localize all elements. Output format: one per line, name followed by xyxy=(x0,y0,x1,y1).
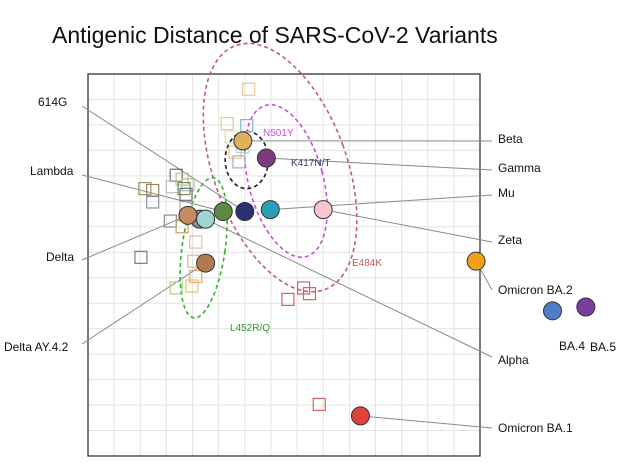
cluster-annotation: L452R/Q xyxy=(230,323,270,334)
serum-square xyxy=(169,281,183,295)
cluster-annotation: K417N/T xyxy=(291,158,330,169)
leader-line xyxy=(323,209,493,243)
serum-square xyxy=(185,279,199,293)
leader-line xyxy=(81,174,224,213)
leader-line xyxy=(205,218,493,358)
variant-label: Mu xyxy=(498,186,515,200)
serum-square xyxy=(232,155,246,169)
leader-line xyxy=(270,194,493,211)
serum-square xyxy=(146,195,160,209)
cluster-annotation: E484K xyxy=(352,258,382,269)
variant-point-delta-ay-4-2 xyxy=(196,253,216,273)
variant-label: Delta xyxy=(46,250,74,264)
serum-square xyxy=(240,118,254,133)
variant-point-e484k xyxy=(313,200,333,220)
variant-label: Zeta xyxy=(498,233,522,247)
cluster-ellipse xyxy=(202,42,358,293)
variant-label: BA.4 xyxy=(559,339,585,353)
serum-square xyxy=(302,287,317,301)
serum-square xyxy=(312,397,326,412)
cluster-annotation: N501Y xyxy=(263,128,294,139)
serum-square xyxy=(189,269,203,284)
variant-point-lambda xyxy=(213,202,233,222)
serum-square xyxy=(138,182,152,196)
serum-square xyxy=(281,292,295,306)
serum-square xyxy=(181,178,195,192)
variant-label: Omicron BA.2 xyxy=(498,283,573,297)
variant-label: Alpha xyxy=(498,353,529,367)
variant-point-gamma xyxy=(233,131,253,151)
variant-label: Gamma xyxy=(498,161,541,175)
variant-label: Omicron BA.1 xyxy=(498,421,573,435)
leader-line xyxy=(266,157,493,171)
leader-line xyxy=(81,105,246,212)
sera-points xyxy=(134,82,326,412)
variant-point-delta xyxy=(178,205,198,225)
leader-line xyxy=(81,214,189,261)
variant-points xyxy=(178,131,596,426)
variant-labels: 614G Lambda Delta Delta AY.4.2 Beta Gamma Mu Ze… xyxy=(4,95,616,435)
variant-point-beta xyxy=(256,148,276,168)
variant-label: Delta AY.4.2 xyxy=(4,340,69,354)
variant-label: Beta xyxy=(498,132,523,146)
variant-point-ba-5 xyxy=(576,297,596,317)
leader-lines xyxy=(81,105,493,429)
variant-point-omicron-ba-2 xyxy=(466,251,486,271)
serum-square xyxy=(242,82,256,96)
serum-square xyxy=(220,117,234,131)
variant-point-omicron-ba-1 xyxy=(350,406,370,426)
chart-title: Antigenic Distance of SARS-CoV-2 Variant… xyxy=(52,22,498,48)
variant-label: Lambda xyxy=(30,164,74,178)
leader-line xyxy=(81,262,206,345)
variant-point-ba-4 xyxy=(543,301,563,321)
cluster-ellipse xyxy=(243,103,329,259)
serum-square xyxy=(179,187,193,201)
cluster-annotations: N501Y K417N/T E484K L452R/Q xyxy=(230,128,382,334)
mutation-clusters xyxy=(179,42,358,319)
leader-line xyxy=(360,415,493,429)
serum-square xyxy=(134,250,148,264)
variant-label: BA.5 xyxy=(590,340,616,354)
serum-square xyxy=(189,235,203,249)
variant-label: 614G xyxy=(38,95,67,109)
variant-point-mu xyxy=(235,202,255,222)
variant-point-zeta xyxy=(260,200,280,220)
cluster-ellipse xyxy=(179,176,228,319)
variant-point-alpha xyxy=(196,209,216,229)
